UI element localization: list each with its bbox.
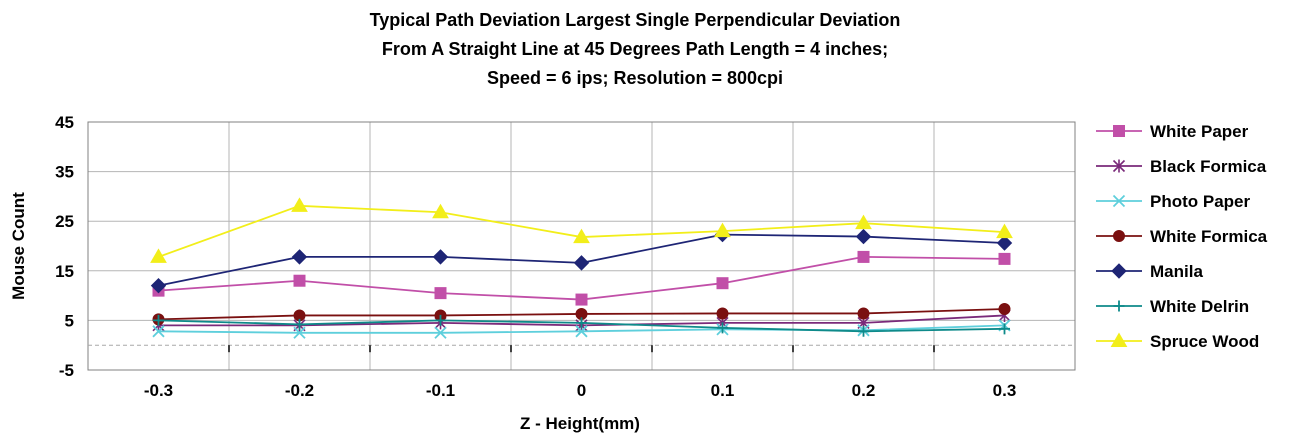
- data-point-white-delrin: [858, 325, 869, 337]
- data-point-manila: [996, 235, 1013, 251]
- data-point-spruce-wood: [714, 222, 731, 238]
- legend-label: White Formica: [1150, 227, 1268, 246]
- data-point-spruce-wood: [573, 228, 590, 244]
- data-point-spruce-wood: [996, 223, 1013, 239]
- data-point-white-delrin: [999, 323, 1010, 335]
- legend-item-manila: Manila: [1096, 262, 1203, 281]
- data-point-photo-paper: [434, 326, 447, 339]
- data-point-manila: [150, 277, 167, 294]
- x-tick-label: -0.2: [285, 381, 314, 400]
- legend-item-white-formica: White Formica: [1096, 227, 1268, 246]
- data-point-white-formica: [716, 307, 729, 320]
- x-tick-label: 0: [577, 381, 586, 400]
- legend-item-photo-paper: Photo Paper: [1096, 192, 1251, 211]
- y-tick-label: 45: [55, 113, 74, 132]
- legend-item-spruce-wood: Spruce Wood: [1096, 332, 1259, 351]
- series-white-formica: [152, 302, 1011, 326]
- x-axis-label: Z - Height(mm): [520, 414, 640, 433]
- data-point-white-delrin: [294, 318, 305, 330]
- data-point-photo-paper: [293, 326, 306, 339]
- data-point-white-paper: [434, 287, 447, 300]
- data-point-photo-paper: [152, 325, 165, 338]
- chart-title-line-3: Speed = 6 ips; Resolution = 800cpi: [486, 68, 784, 88]
- legend-label: White Paper: [1150, 122, 1249, 141]
- legend-marker: [1112, 194, 1126, 208]
- plot-frame: [87, 121, 1076, 371]
- data-point-white-formica: [998, 302, 1011, 315]
- legend-label: Manila: [1150, 262, 1203, 281]
- series-white-delrin: [153, 314, 1010, 337]
- data-point-photo-paper: [575, 325, 588, 338]
- data-point-manila: [573, 255, 590, 271]
- series-spruce-wood: [150, 197, 1013, 263]
- legend-item-black-formica: Black Formica: [1096, 157, 1267, 176]
- legend-label: White Delrin: [1150, 297, 1249, 316]
- x-tick-label: 0.3: [993, 381, 1017, 400]
- data-point-manila: [855, 228, 872, 245]
- x-tick-label: -0.1: [426, 381, 455, 400]
- data-point-manila: [432, 249, 449, 265]
- legend-marker: [1113, 125, 1125, 137]
- data-point-white-formica: [857, 307, 870, 320]
- y-axis-label: Mouse Count: [9, 192, 28, 300]
- data-point-white-paper: [293, 274, 306, 287]
- legend-label: Black Formica: [1150, 157, 1267, 176]
- data-point-white-paper: [716, 277, 729, 290]
- data-point-white-delrin: [576, 317, 587, 329]
- legend-label: Spruce Wood: [1150, 332, 1259, 351]
- data-point-white-delrin: [435, 314, 446, 326]
- chart-title-line-1: Typical Path Deviation Largest Single Pe…: [369, 10, 901, 30]
- x-tick-label: -0.3: [144, 381, 173, 400]
- y-tick-label: -5: [59, 361, 74, 380]
- legend-marker: [1110, 332, 1128, 347]
- data-point-white-paper: [998, 252, 1011, 265]
- legend-label: Photo Paper: [1150, 192, 1251, 211]
- data-point-white-delrin: [717, 322, 728, 334]
- y-tick-label: 35: [55, 163, 74, 182]
- data-point-spruce-wood: [150, 248, 167, 263]
- legend-item-white-delrin: White Delrin: [1096, 297, 1249, 316]
- y-tick-label: 25: [55, 212, 74, 231]
- legend-marker: [1112, 159, 1126, 173]
- data-point-white-paper: [857, 250, 870, 263]
- data-point-spruce-wood: [432, 203, 449, 219]
- x-tick-label: 0.2: [852, 381, 876, 400]
- data-point-white-delrin: [153, 314, 164, 326]
- chart-title-line-2: From A Straight Line at 45 Degrees Path …: [381, 39, 889, 59]
- y-tick-label: 15: [55, 262, 74, 281]
- data-point-spruce-wood: [291, 197, 308, 212]
- legend-item-white-paper: White Paper: [1096, 122, 1249, 141]
- data-point-manila: [291, 249, 308, 265]
- legend-marker: [1113, 300, 1125, 312]
- legend-marker: [1113, 230, 1125, 242]
- data-point-white-paper: [575, 293, 588, 306]
- x-tick-label: 0.1: [711, 381, 735, 400]
- y-tick-label: 5: [65, 311, 74, 330]
- legend-marker: [1111, 263, 1127, 279]
- data-point-spruce-wood: [855, 214, 872, 230]
